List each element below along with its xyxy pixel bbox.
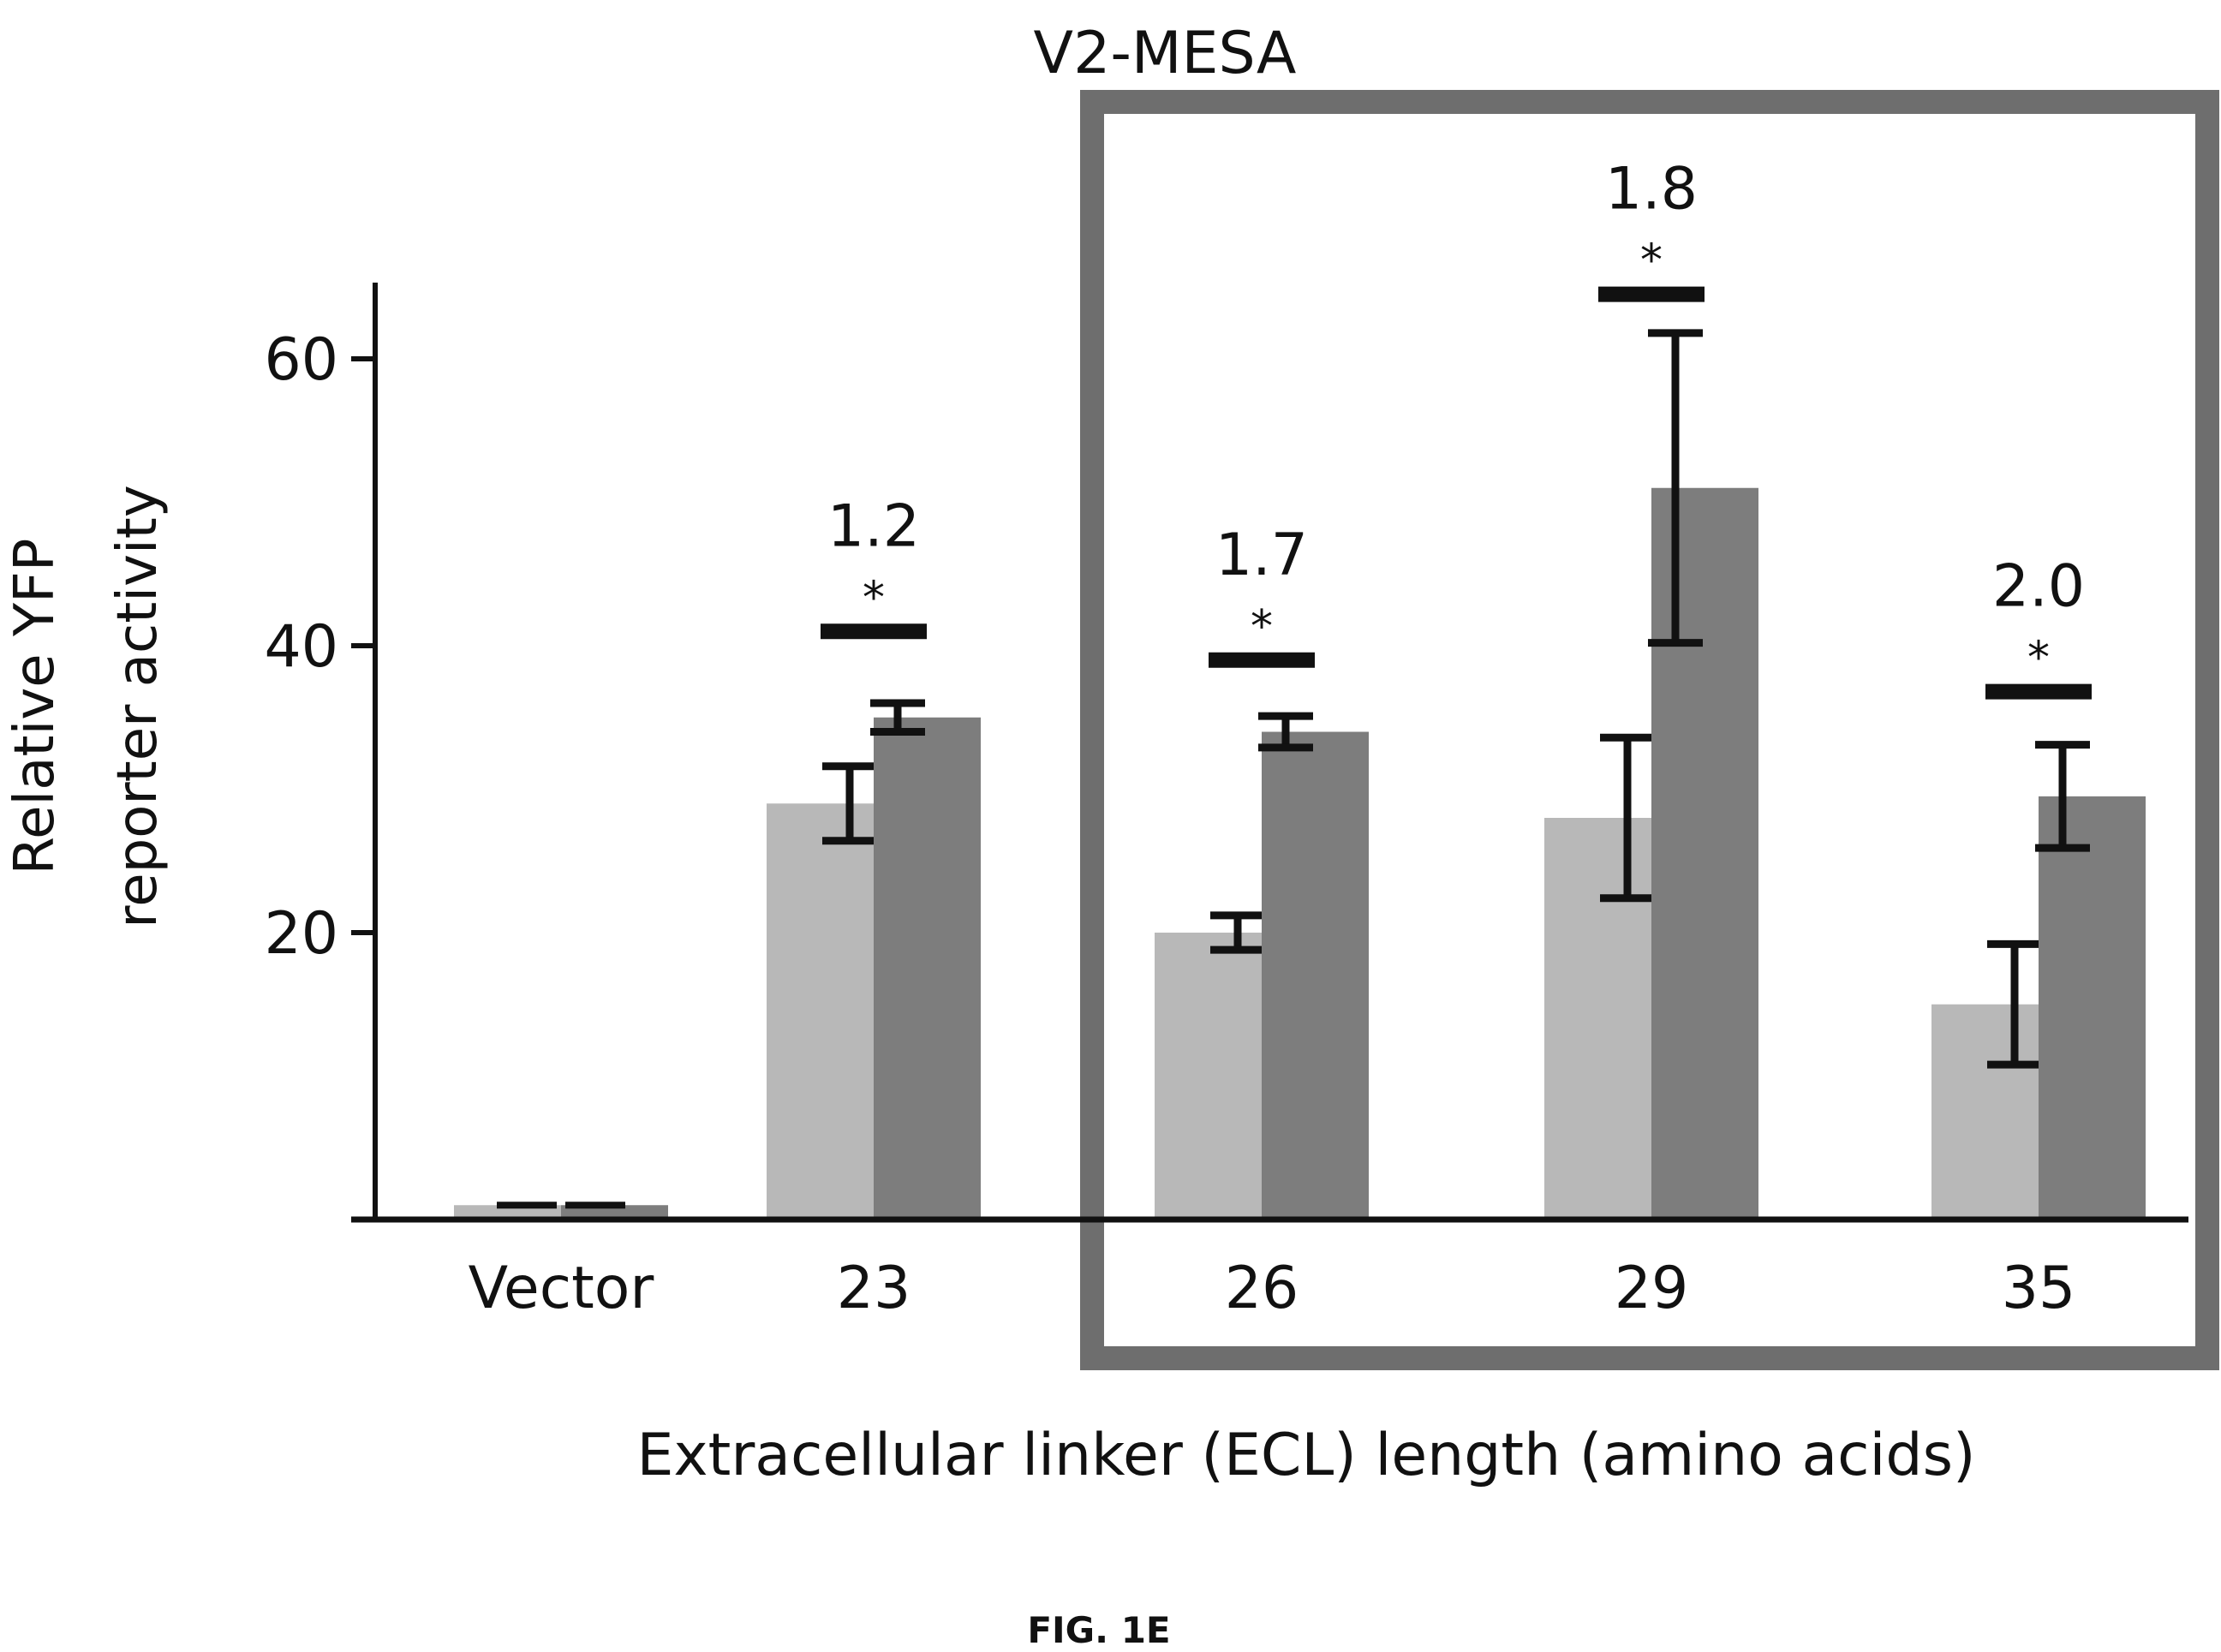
x-axis-label: Extracellular linker (ECL) length (amino…: [636, 1422, 1975, 1489]
significance-star: *: [2027, 633, 2050, 684]
bar: [561, 1205, 668, 1220]
bar: [2039, 796, 2146, 1220]
x-tick-label: 26: [1225, 1255, 1299, 1322]
fold-change-label: 2.0: [1992, 553, 2085, 621]
fold-change-label: 1.8: [1605, 156, 1698, 224]
y-tick-label: 60: [264, 326, 338, 394]
y-axis-label: Relative YFP reporter activity: [3, 485, 170, 927]
y-tick-label: 20: [264, 900, 338, 968]
x-tick-label: 29: [1615, 1255, 1689, 1322]
bar: [1155, 933, 1262, 1220]
x-tick-label: 23: [837, 1255, 911, 1322]
significance-star: *: [1640, 236, 1663, 287]
bar: [454, 1205, 561, 1220]
y-axis-label-line-1: Relative YFP: [3, 539, 67, 875]
bar: [1544, 818, 1651, 1220]
significance-star: *: [1251, 601, 1273, 653]
bar: [1262, 731, 1369, 1220]
plot-area: 20 40 60 Vector 23 26 29 35 * 1.2 * 1.7 * 1.8 * 2.0: [264, 156, 2146, 1322]
figure-caption: FIG. 1E: [1027, 1609, 1170, 1651]
y-tick-label: 40: [264, 613, 338, 681]
highlight-box: [1080, 90, 2219, 1370]
fold-change-label: 1.7: [1215, 522, 1308, 589]
x-tick-label: 35: [2002, 1255, 2076, 1322]
bar: [1931, 1004, 2039, 1220]
bar: [1651, 487, 1758, 1220]
y-axis-label-line-2: reporter activity: [106, 485, 170, 927]
bar: [767, 803, 874, 1220]
chart-title: V2-MESA: [1034, 20, 1297, 87]
x-tick-label: Vector: [469, 1255, 654, 1322]
significance-star: *: [863, 572, 885, 623]
bar: [874, 717, 981, 1220]
fold-change-label: 1.2: [827, 492, 920, 560]
